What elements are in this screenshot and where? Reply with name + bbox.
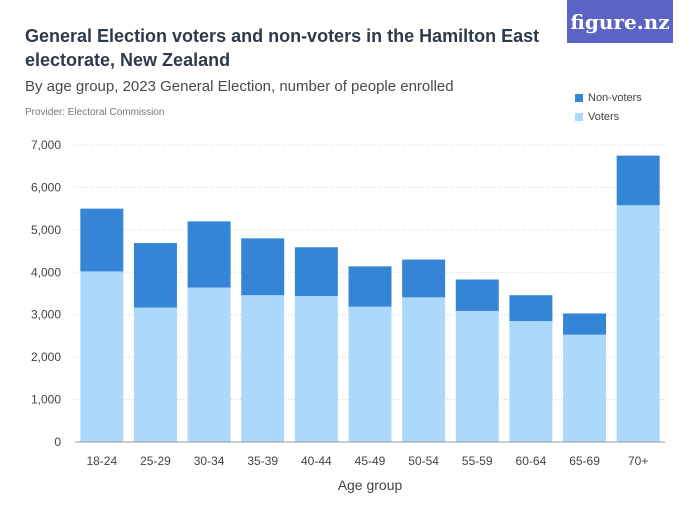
chart-subtitle: By age group, 2023 General Election, num… <box>25 78 454 95</box>
bar-voters <box>616 205 660 442</box>
y-tick-label: 4,000 <box>31 265 61 279</box>
bar-voters <box>563 334 607 442</box>
y-tick-label: 3,000 <box>31 308 61 322</box>
bar-non-voters <box>133 243 177 308</box>
bar-non-voters <box>402 259 446 298</box>
y-tick-label: 7,000 <box>31 138 61 152</box>
x-tick-label: 65-69 <box>569 454 600 468</box>
legend-swatch-voters <box>575 112 583 121</box>
legend-item-non-voters: Non-voters <box>575 88 642 107</box>
chart-legend: Non-voters Voters <box>575 88 642 126</box>
x-axis-title: Age group <box>338 477 403 493</box>
bar-voters <box>133 307 177 442</box>
bar-voters <box>402 297 446 442</box>
bar-non-voters <box>616 155 660 206</box>
bar-non-voters <box>563 313 607 335</box>
figure-nz-logo[interactable]: figure.nz <box>567 0 673 43</box>
legend-label-non-voters: Non-voters <box>588 91 642 104</box>
bar-non-voters <box>187 221 231 288</box>
bar-non-voters <box>509 295 553 322</box>
bar-non-voters <box>241 238 285 296</box>
x-tick-label: 25-29 <box>140 454 171 468</box>
x-tick-label: 35-39 <box>247 454 278 468</box>
bar-voters <box>455 310 499 442</box>
y-tick-label: 1,000 <box>31 393 61 407</box>
x-tick-label: 60-64 <box>516 454 547 468</box>
chart-title: General Election voters and non-voters i… <box>25 26 540 70</box>
x-tick-label: 50-54 <box>408 454 439 468</box>
bar-non-voters <box>294 247 338 297</box>
legend-item-voters: Voters <box>575 107 642 126</box>
bar-voters <box>241 295 285 442</box>
legend-swatch-non-voters <box>575 93 583 102</box>
x-tick-label: 45-49 <box>355 454 386 468</box>
y-tick-label: 6,000 <box>31 180 61 194</box>
bar-non-voters <box>348 266 392 307</box>
x-tick-label: 30-34 <box>194 454 225 468</box>
legend-label-voters: Voters <box>588 110 620 123</box>
bar-voters <box>187 287 231 442</box>
x-tick-label: 70+ <box>628 454 648 468</box>
bar-non-voters <box>455 279 499 311</box>
y-tick-label: 5,000 <box>31 223 61 237</box>
y-tick-label: 0 <box>54 435 61 449</box>
bar-voters <box>294 296 338 442</box>
x-tick-label: 40-44 <box>301 454 332 468</box>
bar-voters <box>80 271 124 442</box>
data-provider: Provider: Electoral Commission <box>25 107 165 118</box>
bar-voters <box>509 321 553 442</box>
y-tick-label: 2,000 <box>31 350 61 364</box>
bar-voters <box>348 306 392 442</box>
bar-non-voters <box>80 208 124 272</box>
x-tick-label: 55-59 <box>462 454 493 468</box>
x-tick-label: 18-24 <box>86 454 117 468</box>
